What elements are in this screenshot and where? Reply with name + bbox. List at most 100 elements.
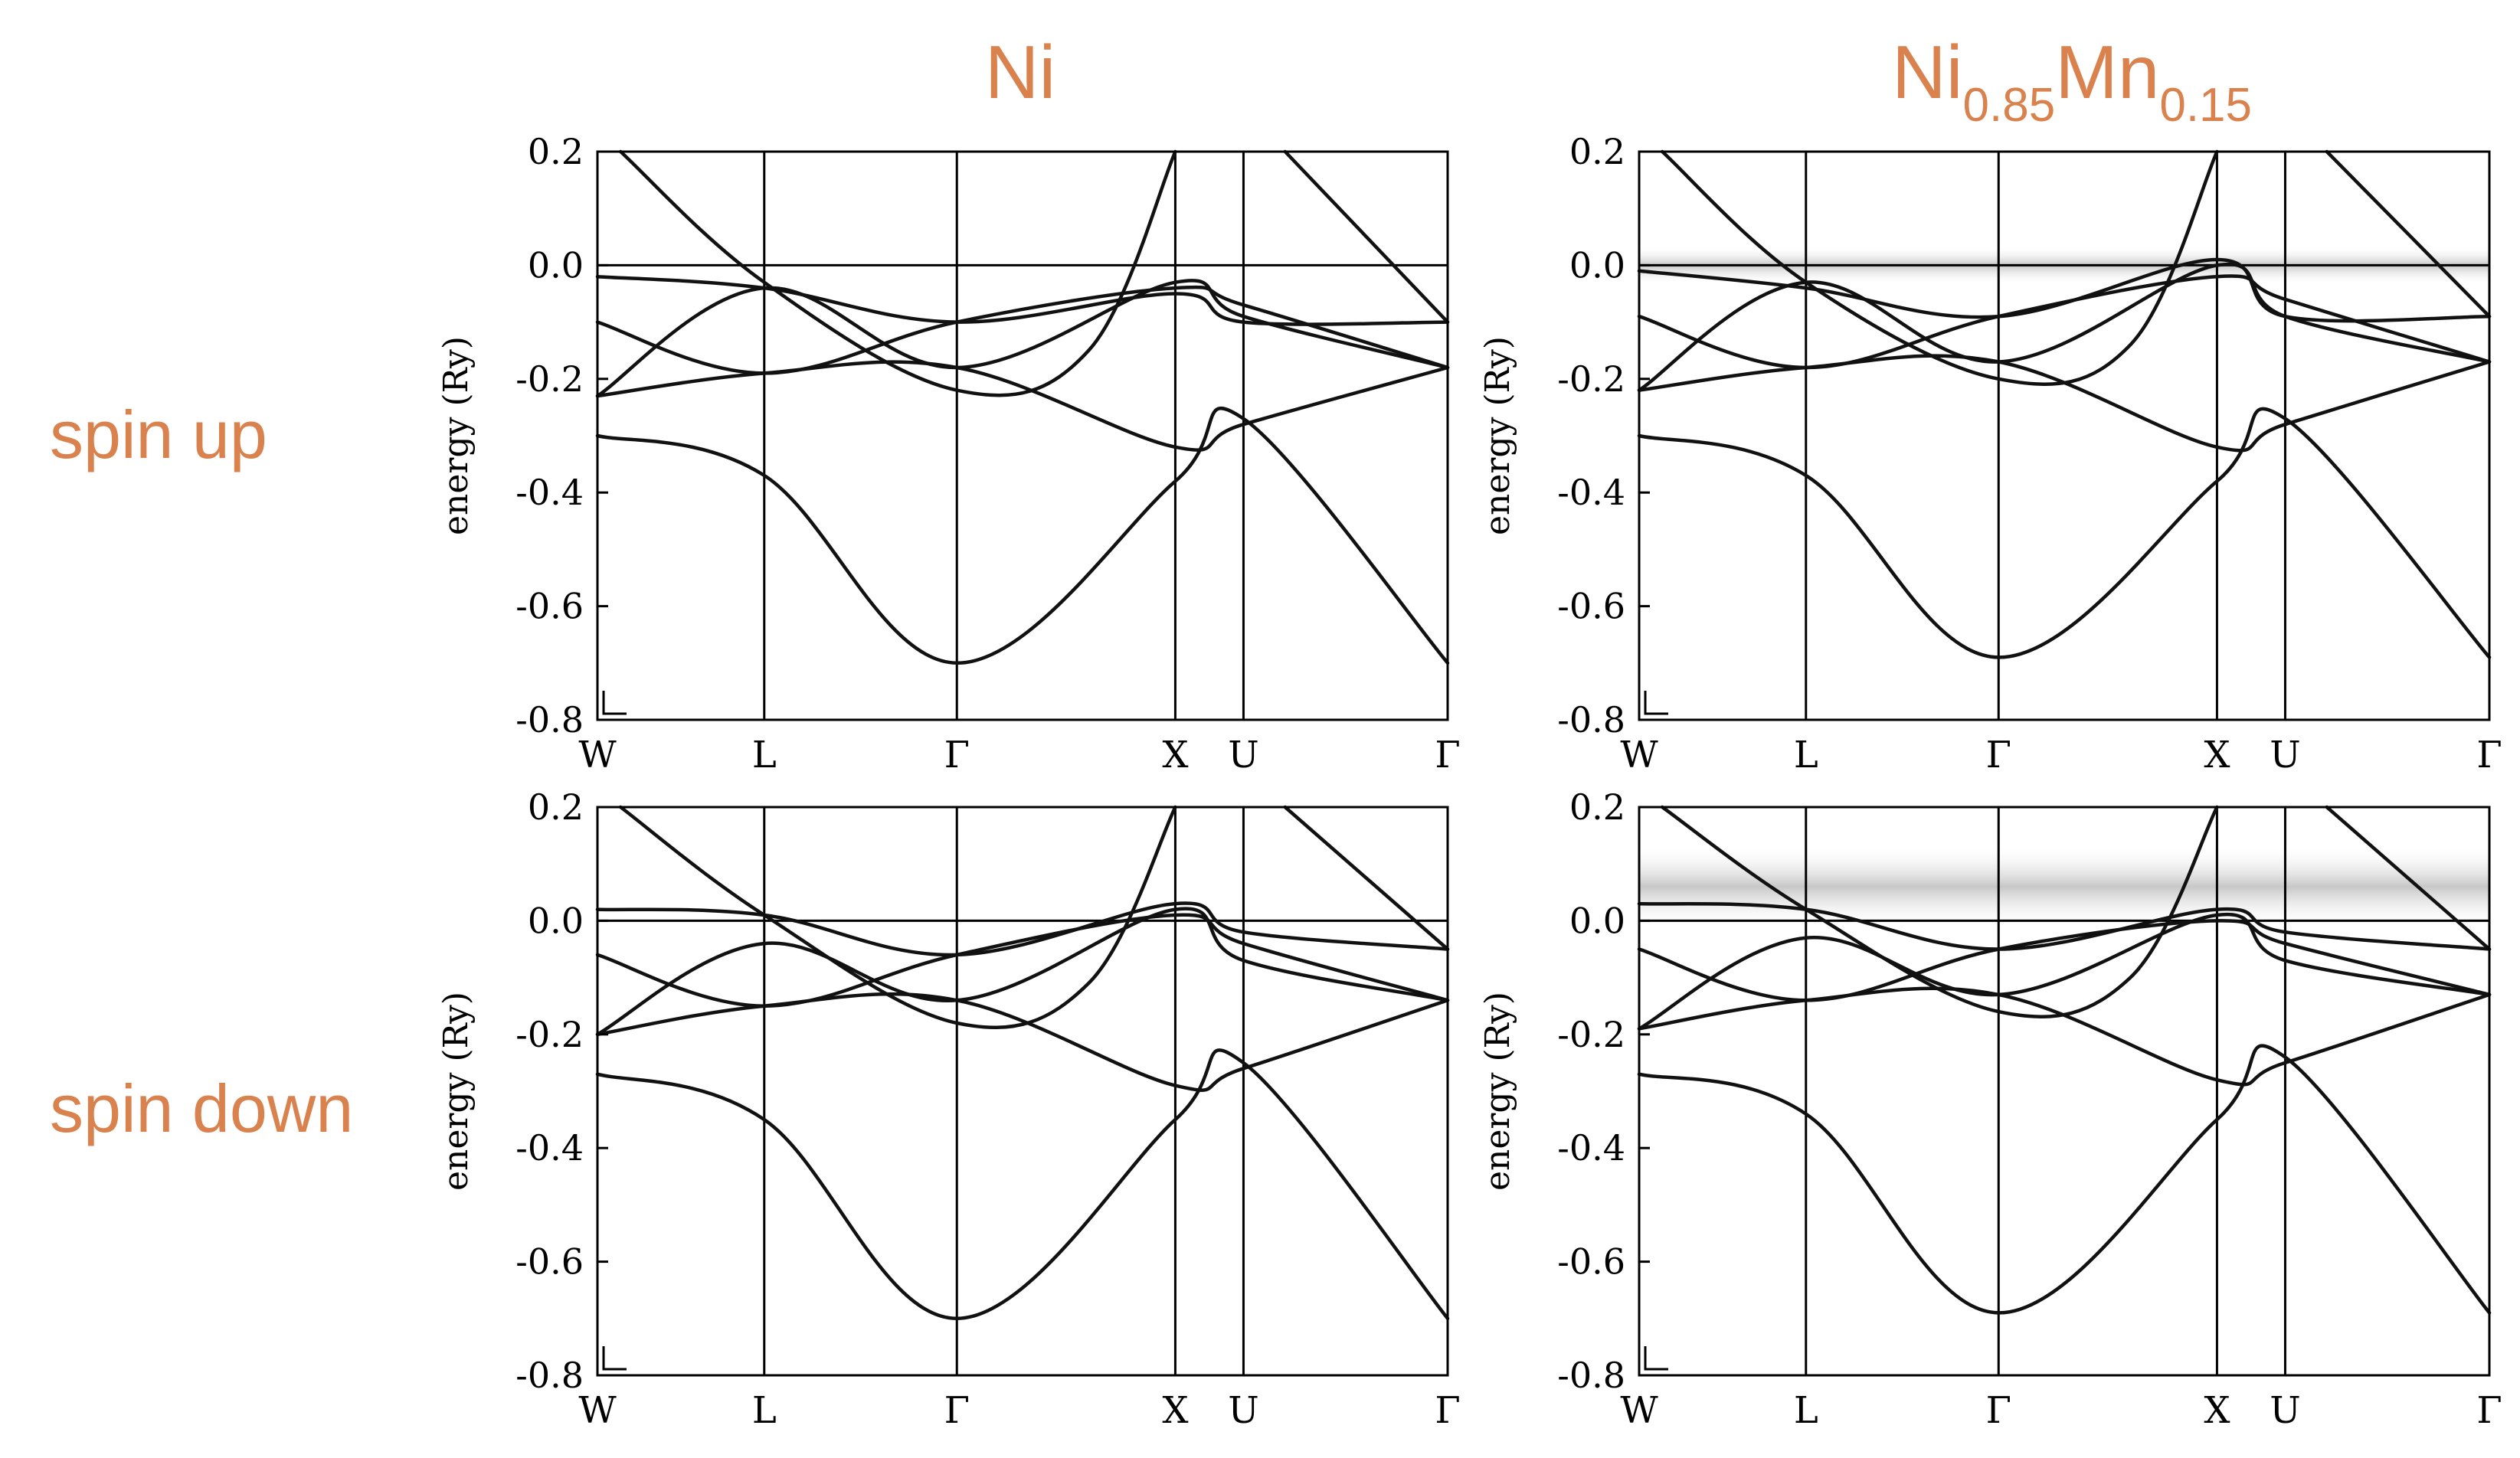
band-line-3 bbox=[1637, 912, 2492, 1031]
y-tick-label: -0.4 bbox=[1557, 1127, 1625, 1169]
y-axis-label: energy (Ry) bbox=[1478, 336, 1517, 535]
band-line-2 bbox=[595, 992, 1450, 1092]
band-line-1 bbox=[1637, 407, 2492, 659]
x-tick-label: U bbox=[2270, 1389, 2300, 1432]
band-line-5 bbox=[595, 901, 1450, 957]
band-line-5 bbox=[1637, 901, 2492, 951]
spectral-smearing bbox=[1639, 845, 2489, 929]
band-line-2 bbox=[1637, 354, 2492, 453]
band-line-1 bbox=[595, 1048, 1450, 1321]
row-label-spin-up: spin up bbox=[50, 397, 267, 472]
x-tick-label: Γ bbox=[944, 734, 970, 776]
y-tick-label: 0.2 bbox=[528, 131, 584, 172]
y-tick-label: 0.0 bbox=[528, 244, 584, 286]
plot-frame bbox=[1638, 806, 2491, 1377]
x-tick-label: X bbox=[1162, 1389, 1188, 1432]
corner-mark bbox=[1644, 691, 1668, 715]
corner-mark bbox=[1644, 1346, 1668, 1371]
band-line-4 bbox=[595, 913, 1450, 1008]
band-line-7 bbox=[2325, 805, 2492, 951]
x-tick-label: W bbox=[1620, 734, 1658, 776]
column-title-ni: Ni bbox=[985, 30, 1056, 114]
y-tick-label: -0.4 bbox=[1557, 472, 1625, 513]
y-tick-label: -0.8 bbox=[515, 699, 584, 740]
band-line-2 bbox=[595, 360, 1450, 452]
band-line-4 bbox=[1637, 274, 2492, 370]
band-line-6 bbox=[618, 805, 1177, 1029]
alloy-mn-subscript: 0.15 bbox=[2159, 79, 2252, 132]
column-title-alloy: Ni0.85Mn0.15 bbox=[1892, 30, 2252, 132]
band-line-6 bbox=[618, 149, 1177, 397]
y-tick-label: 0.0 bbox=[528, 900, 584, 941]
y-tick-label: -0.8 bbox=[515, 1355, 584, 1396]
plot-frame bbox=[1638, 150, 2491, 721]
corner-mark bbox=[602, 1346, 627, 1371]
band-line-5 bbox=[1637, 257, 2492, 323]
x-tick-label: Γ bbox=[1986, 734, 2011, 776]
x-tick-label: X bbox=[2204, 734, 2230, 776]
band-line-6 bbox=[1660, 805, 2219, 1018]
x-tick-label: L bbox=[752, 1389, 777, 1432]
band-line-3 bbox=[1637, 262, 2492, 392]
x-tick-label: W bbox=[1620, 1389, 1658, 1432]
band-line-4 bbox=[595, 285, 1450, 375]
y-tick-label: -0.8 bbox=[1557, 1355, 1625, 1396]
alloy-mn-symbol: Mn bbox=[2055, 30, 2159, 114]
y-tick-label: -0.8 bbox=[1557, 699, 1625, 740]
y-tick-label: 0.2 bbox=[1569, 131, 1625, 172]
plot-frame bbox=[596, 806, 1449, 1377]
x-tick-label: U bbox=[1228, 734, 1258, 776]
y-tick-label: 0.2 bbox=[528, 786, 584, 828]
x-tick-label: Γ bbox=[1986, 1389, 2011, 1432]
x-tick-label: U bbox=[2270, 734, 2300, 776]
y-tick-label: -0.6 bbox=[515, 586, 584, 627]
x-tick-label: U bbox=[1228, 1389, 1258, 1432]
y-tick-label: -0.4 bbox=[515, 472, 584, 513]
band-line-7 bbox=[1283, 149, 1450, 324]
row-label-spin-down: spin down bbox=[50, 1071, 353, 1146]
y-tick-label: 0.2 bbox=[1569, 786, 1625, 828]
x-tick-label: X bbox=[1162, 734, 1188, 776]
y-tick-label: -0.6 bbox=[1557, 586, 1625, 627]
y-tick-label: -0.4 bbox=[515, 1127, 584, 1169]
x-tick-label: Γ bbox=[944, 1389, 970, 1432]
plot-frame bbox=[596, 150, 1449, 721]
y-tick-label: -0.2 bbox=[1557, 358, 1625, 400]
band-line-2 bbox=[1637, 986, 2492, 1087]
band-line-7 bbox=[1283, 805, 1450, 951]
alloy-ni-subscript: 0.85 bbox=[1963, 79, 2056, 132]
y-tick-label: -0.6 bbox=[1557, 1241, 1625, 1283]
y-axis-label: energy (Ry) bbox=[437, 992, 476, 1191]
band-line-1 bbox=[595, 407, 1450, 665]
x-tick-label: Γ bbox=[2476, 734, 2502, 776]
x-tick-label: L bbox=[1794, 1389, 1818, 1432]
x-tick-label: Γ bbox=[1435, 734, 1460, 776]
y-tick-label: -0.2 bbox=[1557, 1014, 1625, 1055]
x-tick-label: Γ bbox=[1435, 1389, 1460, 1432]
band-line-7 bbox=[2325, 149, 2492, 319]
x-tick-label: L bbox=[752, 734, 777, 776]
y-tick-label: -0.2 bbox=[515, 358, 584, 400]
band-line-6 bbox=[1660, 149, 2219, 386]
x-tick-label: L bbox=[1794, 734, 1818, 776]
x-tick-label: W bbox=[578, 1389, 617, 1432]
corner-mark bbox=[602, 691, 627, 715]
y-tick-label: 0.0 bbox=[1569, 900, 1625, 941]
y-tick-label: -0.2 bbox=[515, 1014, 584, 1055]
y-tick-label: 0.0 bbox=[1569, 244, 1625, 286]
x-tick-label: Γ bbox=[2476, 1389, 2502, 1432]
band-line-4 bbox=[1637, 919, 2492, 1002]
band-line-3 bbox=[595, 907, 1450, 1037]
y-tick-label: -0.6 bbox=[515, 1241, 584, 1283]
band-line-1 bbox=[1637, 1044, 2492, 1315]
x-tick-label: X bbox=[2204, 1389, 2230, 1432]
band-line-5 bbox=[595, 274, 1450, 326]
x-tick-label: W bbox=[578, 734, 617, 776]
y-axis-label: energy (Ry) bbox=[437, 336, 476, 535]
